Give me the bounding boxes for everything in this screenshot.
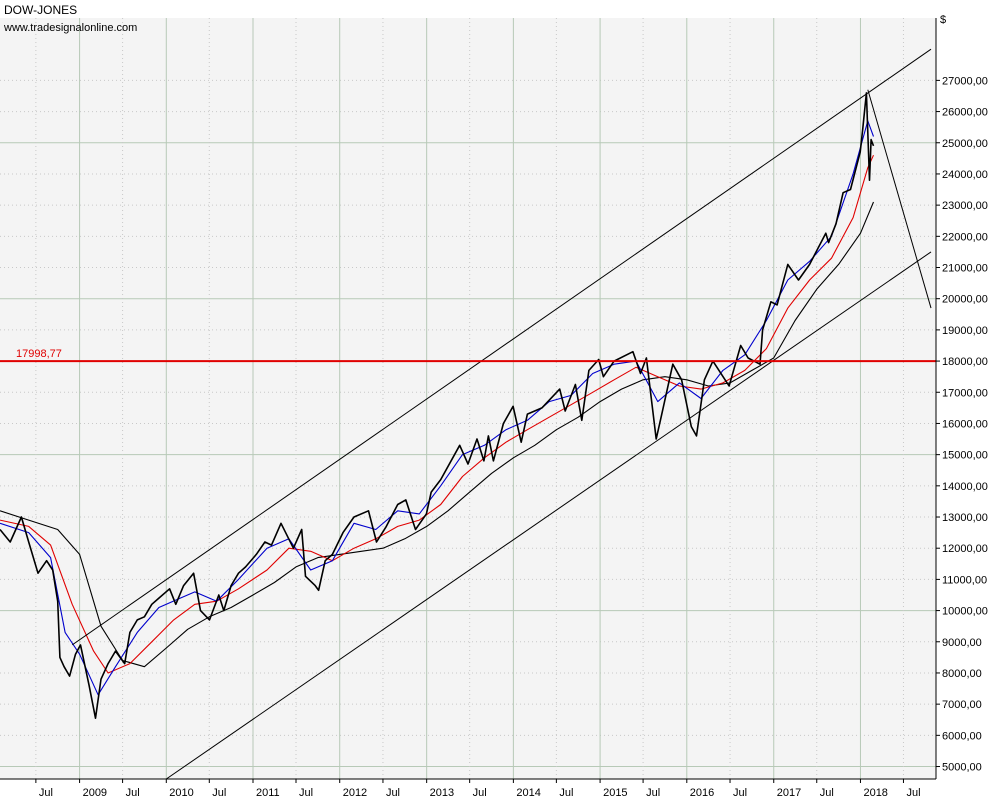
y-tick-label: 25000,00 — [942, 138, 988, 150]
trend-line — [166, 251, 932, 780]
x-tick-label: Jul — [299, 787, 313, 799]
plot-background — [0, 18, 936, 779]
y-tick-label: 21000,00 — [942, 263, 988, 275]
x-tick-label: 2011 — [256, 787, 280, 799]
y-axis-ticks: 5000,00 6000,00 7000,00 8000,00 9000,00 10000… — [936, 75, 988, 774]
y-tick-label: 5000,00 — [942, 762, 982, 774]
x-tick-label: 2016 — [690, 787, 714, 799]
x-tick-label: Jul — [473, 787, 487, 799]
x-tick-label: Jul — [212, 787, 226, 799]
y-tick-label: 10000,00 — [942, 606, 988, 618]
y-tick-label: 19000,00 — [942, 325, 988, 337]
y-tick-label: 6000,00 — [942, 730, 982, 742]
x-axis-ticks: Jul 2009 Jul 2010 Jul 2011 Jul 2012 Jul 2013 Jul 20… — [35, 779, 921, 799]
x-tick-label: Jul — [820, 787, 834, 799]
y-tick-label: 9000,00 — [942, 637, 982, 649]
x-tick-label: 2015 — [603, 787, 627, 799]
y-tick-label: 22000,00 — [942, 231, 988, 243]
x-tick-label: Jul — [559, 787, 573, 799]
x-tick-label: Jul — [646, 787, 660, 799]
y-tick-label: 8000,00 — [942, 668, 982, 680]
series-line-moving-average — [0, 154, 875, 674]
series-line-long-average — [0, 201, 875, 668]
reference-line-label: 17998,77 — [16, 348, 62, 360]
y-tick-label: 27000,00 — [942, 75, 988, 87]
x-tick-label: 2012 — [343, 787, 367, 799]
y-tick-label: 16000,00 — [942, 418, 988, 430]
x-tick-label: 2010 — [169, 787, 193, 799]
y-tick-label: 24000,00 — [942, 169, 988, 181]
x-tick-label: 2014 — [516, 787, 540, 799]
x-tick-label: 2013 — [430, 787, 454, 799]
horizontal-line-layer: 17998,77 — [0, 348, 936, 363]
x-tick-label: Jul — [386, 787, 400, 799]
chart-title: DOW-JONES — [4, 3, 78, 17]
x-tick-label: Jul — [39, 787, 53, 799]
y-tick-label: 13000,00 — [942, 512, 988, 524]
source-url: www.tradesignalonline.com — [4, 22, 138, 34]
currency-symbol: $ — [940, 14, 947, 26]
trend-line — [71, 48, 932, 646]
y-tick-label: 15000,00 — [942, 450, 988, 462]
x-tick-label: Jul — [906, 787, 920, 799]
y-tick-label: 11000,00 — [942, 574, 987, 586]
series-line-moving-average — [0, 120, 875, 696]
y-tick-label: 18000,00 — [942, 356, 988, 368]
y-tick-label: 23000,00 — [942, 200, 988, 212]
x-tick-label: 2009 — [83, 787, 107, 799]
series-layer — [0, 92, 875, 720]
x-tick-label: Jul — [733, 787, 747, 799]
y-tick-label: 14000,00 — [942, 481, 988, 493]
y-tick-label: 12000,00 — [942, 543, 988, 555]
trend-line — [867, 89, 932, 309]
y-tick-label: 26000,00 — [942, 107, 988, 119]
x-tick-label: Jul — [126, 787, 140, 799]
y-tick-label: 7000,00 — [942, 699, 982, 711]
x-tick-label: 2018 — [863, 787, 887, 799]
y-tick-label: 17000,00 — [942, 387, 988, 399]
x-tick-label: 2017 — [777, 787, 801, 799]
y-tick-label: 20000,00 — [942, 294, 988, 306]
trend-layer — [71, 48, 932, 780]
series-line-price — [0, 92, 875, 720]
